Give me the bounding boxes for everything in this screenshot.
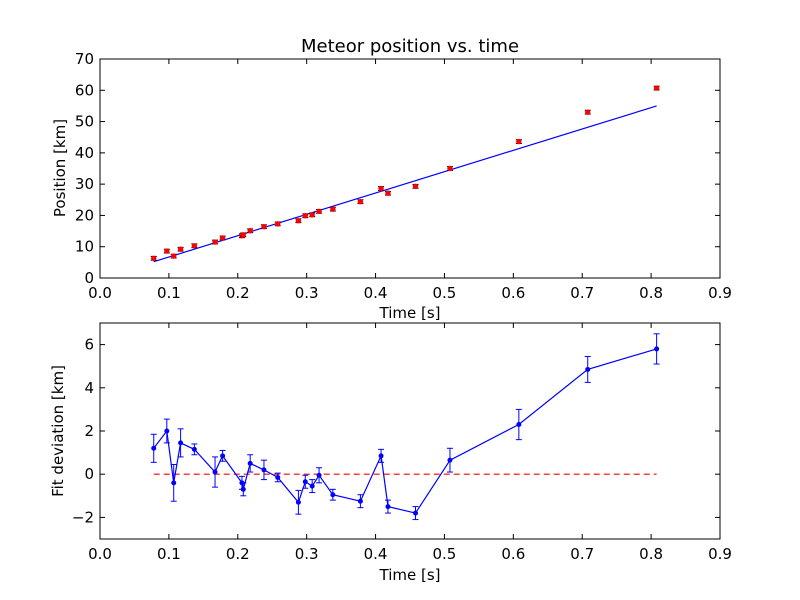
position-data-point	[378, 185, 384, 192]
position-x-axis-title: Time [s]	[379, 304, 441, 322]
deviation-data-point	[212, 469, 218, 475]
deviation-x-tick-label: 0.2	[226, 545, 250, 563]
position-data-point	[164, 248, 170, 254]
position-y-axis-title: Position [km]	[51, 119, 69, 217]
deviation-data-point	[357, 498, 363, 504]
position-data-point	[302, 213, 308, 219]
deviation-data-point	[261, 467, 267, 473]
deviation-data-point	[302, 479, 308, 485]
position-data-point	[177, 246, 184, 252]
position-data-point	[219, 235, 226, 241]
deviation-y-ticks: −2 0 2 4 6	[72, 336, 720, 526]
deviation-data-point	[585, 366, 591, 372]
position-data-point	[516, 138, 522, 145]
position-data-point	[309, 212, 315, 218]
position-x-tick-label: 0.4	[364, 284, 388, 302]
position-data-point	[447, 165, 453, 172]
position-y-tick-label: 0	[84, 269, 94, 287]
position-x-tick-label: 0.6	[501, 284, 525, 302]
deviation-y-tick-label: 4	[84, 379, 94, 397]
position-plot-area	[99, 58, 721, 279]
deviation-data-point	[191, 446, 197, 452]
position-chart: Meteor position vs. time 0.0 0.1 0.2 0.3 0.4…	[51, 36, 732, 322]
deviation-data-point	[247, 460, 253, 466]
deviation-x-tick-label: 0.0	[88, 545, 112, 563]
position-y-ticks: 0 10 20 30 40 50 60 70	[75, 50, 720, 287]
position-data-point	[212, 239, 218, 245]
position-x-tick-label: 0.9	[708, 284, 732, 302]
position-data-point	[171, 253, 177, 259]
position-y-tick-label: 40	[75, 144, 94, 162]
position-x-tick-label: 0.1	[157, 284, 181, 302]
position-y-tick-label: 30	[75, 175, 94, 193]
deviation-y-axis-title: Fit deviation [km]	[49, 365, 67, 497]
position-points-layer	[150, 85, 660, 261]
position-data-point	[653, 85, 660, 91]
deviation-x-axis-title: Time [s]	[379, 566, 441, 584]
position-data-point	[585, 109, 591, 115]
deviation-data-point	[309, 483, 315, 489]
position-data-point	[385, 190, 391, 196]
deviation-data-point	[171, 480, 177, 486]
deviation-plot-area	[99, 322, 721, 540]
deviation-x-tick-label: 0.9	[708, 545, 732, 563]
position-chart-title: Meteor position vs. time	[301, 36, 519, 57]
position-data-point	[240, 232, 246, 238]
deviation-data-point	[385, 504, 391, 510]
position-data-point	[412, 183, 419, 190]
position-data-point	[247, 228, 253, 234]
deviation-data-point	[178, 440, 184, 446]
position-y-tick-label: 70	[75, 50, 94, 68]
deviation-x-tick-label: 0.4	[364, 545, 388, 563]
fit-line	[153, 105, 657, 263]
position-x-tick-label: 0.5	[433, 284, 457, 302]
deviation-data-point	[220, 453, 226, 459]
position-x-tick-label: 0.8	[639, 284, 663, 302]
position-data-point	[357, 198, 364, 205]
deviation-x-tick-label: 0.5	[433, 545, 457, 563]
position-data-point	[261, 223, 267, 230]
position-y-tick-label: 20	[75, 206, 94, 224]
deviation-y-tick-label: −2	[72, 508, 94, 526]
deviation-x-tick-label: 0.8	[639, 545, 663, 563]
position-y-tick-label: 60	[75, 81, 94, 99]
position-data-point	[316, 208, 322, 215]
deviation-y-tick-label: 2	[84, 422, 94, 440]
position-x-tick-label: 0.3	[295, 284, 319, 302]
deviation-x-tick-label: 0.1	[157, 545, 181, 563]
deviation-y-tick-label: 0	[84, 465, 94, 483]
position-x-ticks: 0.0 0.1 0.2 0.3 0.4 0.5 0.6 0.7 0.8 0.9	[88, 59, 732, 302]
position-data-point	[295, 218, 302, 224]
deviation-data-point	[516, 422, 522, 428]
deviation-data-point	[164, 428, 170, 434]
deviation-data-point	[295, 499, 301, 505]
deviation-chart: 0.0 0.1 0.2 0.3 0.4 0.5 0.6 0.7 0.8 0.9 −2 0 2 4 6 Ti…	[49, 322, 732, 584]
position-x-tick-label: 0.2	[226, 284, 250, 302]
position-data-point	[330, 206, 336, 212]
position-data-point	[151, 255, 157, 261]
position-x-tick-label: 0.7	[570, 284, 594, 302]
deviation-x-tick-label: 0.6	[501, 545, 525, 563]
position-data-point	[191, 243, 198, 249]
deviation-data-point	[413, 510, 419, 516]
deviation-y-tick-label: 6	[84, 336, 94, 354]
deviation-data-point	[330, 492, 336, 498]
position-fit-layer	[153, 105, 657, 263]
deviation-x-tick-label: 0.7	[570, 545, 594, 563]
deviation-x-tick-label: 0.3	[295, 545, 319, 563]
deviation-data-point	[275, 474, 281, 480]
deviation-x-ticks: 0.0 0.1 0.2 0.3 0.4 0.5 0.6 0.7 0.8 0.9	[88, 323, 732, 563]
deviation-data-point	[316, 472, 322, 478]
deviation-data-point	[240, 486, 246, 492]
deviation-data-point	[151, 445, 157, 451]
position-data-point	[275, 221, 281, 227]
deviation-data-point	[378, 453, 384, 459]
position-y-tick-label: 50	[75, 113, 94, 131]
position-x-tick-label: 0.0	[88, 284, 112, 302]
deviation-line-layer	[150, 333, 660, 521]
position-y-tick-label: 10	[75, 238, 94, 256]
deviation-data-point	[654, 346, 660, 352]
deviation-data-point	[447, 457, 453, 463]
